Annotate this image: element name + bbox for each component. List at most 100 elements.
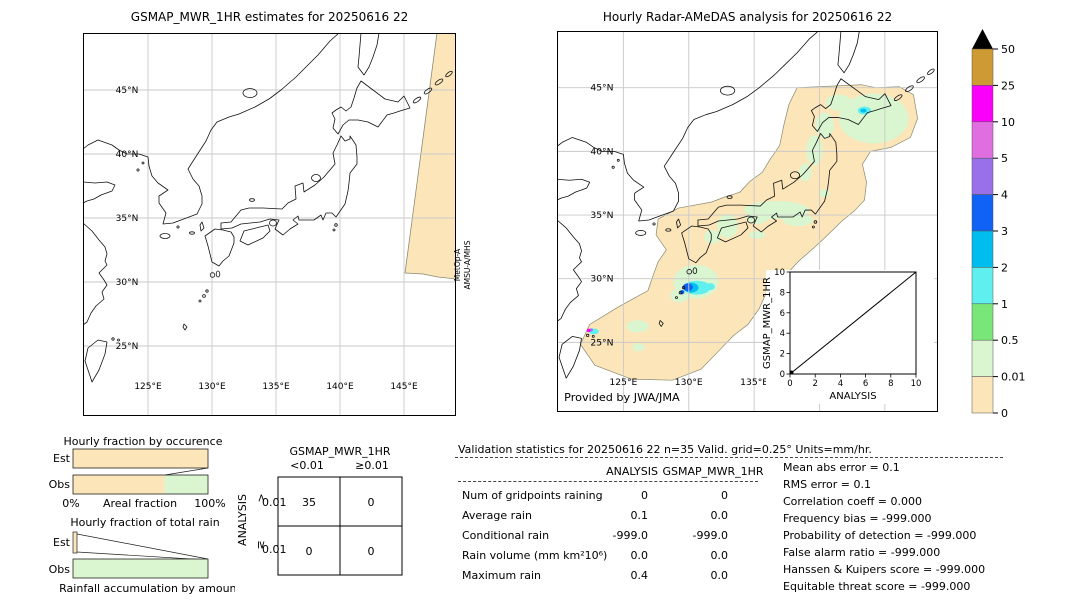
metric-line: Equitable threat score = -999.000 — [783, 580, 971, 593]
lat-tick-label: 25°N — [590, 338, 613, 348]
stat-value-analysis: 0.0 — [630, 549, 649, 562]
colorbar-tick-label: 3 — [1001, 225, 1008, 238]
lat-tick-label: 30°N — [116, 278, 139, 288]
satellite-name-label: MetOp-A — [453, 248, 462, 281]
x-axis-title: Areal fraction — [103, 497, 177, 510]
scatter-point — [789, 370, 794, 375]
colorbar-tick-label: 10 — [1001, 116, 1015, 129]
metric-line: Correlation coeff = 0.000 — [783, 495, 922, 508]
colorbar-tick-label: 1 — [1001, 298, 1008, 311]
grid-left-map — [83, 33, 456, 416]
x-axis-max-label: 100% — [194, 497, 225, 510]
est-bar-sliver — [72, 531, 78, 554]
inset-x-tick: 8 — [888, 379, 893, 389]
contingency-table: GSMAP_MWR_1HR <0.01 ≥0.01 ANALYSIS < 0.0… — [236, 445, 403, 576]
obs-bar-wet — [164, 475, 208, 494]
colorbar-tick-label: 5 — [1001, 152, 1008, 165]
metric-line: Hanssen & Kuipers score = -999.000 — [783, 563, 986, 576]
map-border — [557, 31, 938, 412]
rain-cell-heavy — [586, 328, 591, 333]
right-map-title: Hourly Radar-AMeDAS analysis for 2025061… — [602, 10, 893, 24]
inset-x-tick: 0 — [787, 379, 792, 389]
contingency-col-label: ≥0.01 — [355, 459, 389, 472]
lat-tick-label: 45°N — [116, 86, 139, 96]
stat-row-label: Rain volume (mm km²10⁶) — [462, 549, 608, 562]
contingency-cell: 0 — [368, 496, 375, 509]
lon-tick-label: 130°E — [675, 378, 703, 388]
colorbar-tick-label: 2 — [1001, 261, 1008, 274]
obs-row-label: Obs — [49, 563, 71, 576]
obs-bar-dry — [73, 475, 165, 494]
lat-tick-label: 35°N — [590, 211, 613, 221]
contingency-row-label: 0.01 — [262, 543, 287, 556]
contingency-row-op: < — [255, 493, 268, 502]
stats-col-header-gsmap: GSMAP_MWR_1HR — [662, 465, 764, 478]
obs-bar — [72, 558, 209, 579]
credit-label: Provided by JWA/JMA — [564, 391, 680, 404]
metric-line: Probability of detection = -999.000 — [783, 529, 977, 542]
left-map: 45°N 40°N 35°N 30°N 25°N 125°E 130°E 135… — [83, 33, 456, 416]
lon-tick-label: 135°E — [262, 382, 290, 392]
obs-bar-outline — [72, 474, 209, 495]
contingency-col-label: <0.01 — [290, 459, 324, 472]
sensor-name-label: AMSU-A/MHS — [463, 240, 472, 289]
chart-caption: Rainfall accumulation by amount — [59, 582, 235, 595]
map-border — [83, 33, 456, 416]
colorbar-tick-marks — [993, 48, 998, 414]
inset-y-tick: 10 — [774, 268, 785, 278]
left-map-title: GSMAP_MWR_1HR estimates for 20250616 22 — [130, 10, 409, 24]
colorbar-tick-label: 25 — [1001, 79, 1015, 92]
stats-panel: Validation statistics for 20250616 22 n=… — [455, 443, 1015, 608]
inset-y-tick: 8 — [780, 288, 785, 298]
satellite-caption: MetOp-A AMSU-A/MHS — [453, 240, 472, 289]
stat-row-label: Num of gridpoints raining — [462, 489, 603, 502]
coastline — [83, 33, 454, 383]
inset-x-tick: 4 — [838, 379, 843, 389]
inset-x-tick: 10 — [911, 379, 922, 389]
est-row-label: Est — [53, 536, 71, 549]
fraction-connector-upper — [76, 533, 209, 560]
est-bar — [72, 448, 209, 469]
stat-value-analysis: -999.0 — [612, 529, 648, 542]
stat-row-label: Maximum rain — [462, 569, 541, 582]
colorbar-tick-label: 4 — [1001, 189, 1008, 202]
colorbar-tick-label: 0 — [1001, 407, 1008, 420]
inset-y-tick: 6 — [780, 309, 785, 319]
stats-title-rule — [455, 457, 1003, 458]
x-axis-min-label: 0% — [62, 497, 79, 510]
stat-value-gsmap: 0.0 — [710, 569, 729, 582]
metop-swath — [404, 33, 456, 280]
lon-tick-label: 145°E — [390, 382, 418, 392]
inset-y-tick: 2 — [780, 350, 785, 360]
identity-line — [789, 271, 917, 375]
occurrence-chart: Hourly fraction by occurence Est Obs 0% … — [49, 435, 226, 510]
stat-row-label: Average rain — [462, 509, 532, 522]
inset-x-tick: 2 — [812, 379, 817, 389]
stats-title: Validation statistics for 20250616 22 n=… — [458, 443, 872, 456]
contingency-title: GSMAP_MWR_1HR — [289, 445, 390, 458]
lat-tick-label: 30°N — [590, 275, 613, 285]
obs-row-label: Obs — [49, 478, 71, 491]
stat-row-label: Conditional rain — [462, 529, 550, 542]
stat-value-analysis: 0.4 — [630, 569, 649, 582]
contingency-cell: 0 — [306, 545, 313, 558]
colorbar-tick-label: 50 — [1001, 43, 1015, 56]
stats-header-rule — [458, 481, 758, 482]
metric-line: Mean abs error = 0.1 — [783, 461, 900, 474]
lon-tick-label: 135°E — [740, 378, 768, 388]
lon-tick-label: 125°E — [134, 382, 162, 392]
stat-value-gsmap: -999.0 — [692, 529, 728, 542]
inset-xlabel: ANALYSIS — [829, 391, 876, 402]
inset-ylabel: GSMAP_MWR_1HR — [762, 277, 773, 369]
colorbar-overflow-triangle — [972, 29, 993, 49]
lat-tick-label: 35°N — [116, 214, 139, 224]
contingency-cell: 35 — [302, 496, 316, 509]
contingency-row-op: ≥ — [255, 540, 268, 549]
contingency-cell: 0 — [368, 545, 375, 558]
colorbar: 50 25 10 5 4 3 2 1 0.5 0.01 0 — [971, 29, 1026, 420]
metric-line: Frequency bias = -999.000 — [783, 512, 932, 525]
stat-value-gsmap: 0.0 — [710, 509, 729, 522]
colorbar-bands — [971, 48, 994, 414]
inset-x-tick: 6 — [863, 379, 868, 389]
